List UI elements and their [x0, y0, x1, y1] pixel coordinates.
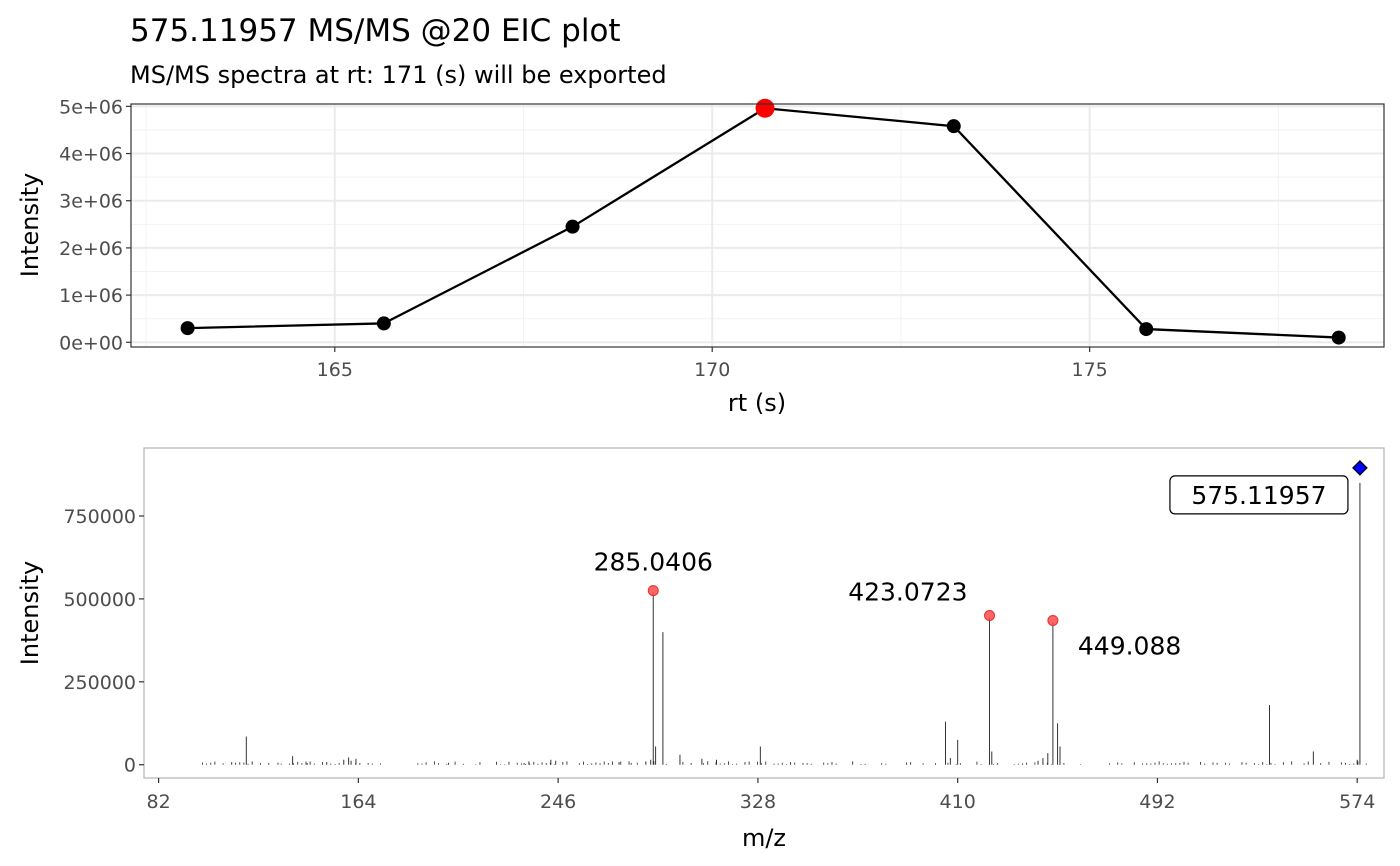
spectrum-y-tick-label: 250000	[63, 672, 136, 694]
spectrum-x-tick-label: 574	[1339, 791, 1375, 813]
spectrum-labeled-peak-point	[984, 609, 996, 621]
chart-title: 575.11957 MS/MS @20 EIC plot	[130, 13, 621, 49]
precursor-marker	[1352, 460, 1368, 476]
eic-y-tick-label: 2e+06	[59, 238, 123, 260]
spectrum-labeled-peak-point	[1047, 614, 1059, 626]
spectrum-x-tick-label: 164	[340, 791, 376, 813]
eic-x-tick-label: 170	[694, 359, 730, 381]
eic-y-tick-label: 3e+06	[59, 191, 123, 213]
eic-y-tick-label: 5e+06	[59, 96, 123, 118]
spectrum-x-tick-label: 82	[147, 791, 171, 813]
spectrum-x-axis-title: m/z	[742, 824, 786, 852]
eic-x-tick-label: 175	[1071, 359, 1107, 381]
spectrum-panel-border	[143, 447, 1385, 779]
eic-gridlines	[131, 104, 1384, 347]
chart-subtitle: MS/MS spectra at rt: 171 (s) will be exp…	[130, 61, 667, 89]
eic-point	[565, 219, 580, 234]
eic-point	[376, 316, 391, 331]
spectrum-panel: 285.0406 423.0723 449.088 575.11957 0 250000…	[16, 447, 1385, 852]
spectrum-y-tick-label: 0	[124, 755, 136, 777]
spectrum-x-axis: 82 164 246 328 410 492 574	[147, 778, 1375, 813]
eic-panel: 0e+00 1e+06 2e+06 3e+06 4e+06 5e+06 165 170 175…	[16, 96, 1385, 417]
eic-panel-border	[130, 103, 1385, 348]
spectrum-labeled-peaks-layer: 285.0406 423.0723 449.088 575.11957	[594, 460, 1368, 660]
spectrum-peaks-layer	[202, 482, 1367, 765]
spectrum-x-tick-label: 410	[940, 791, 976, 813]
spectrum-peak-label: 423.0723	[848, 577, 967, 606]
eic-y-axis: 0e+00 1e+06 2e+06 3e+06 4e+06 5e+06	[59, 96, 131, 354]
eic-y-tick-label: 4e+06	[59, 144, 123, 166]
spectrum-x-tick-label: 246	[540, 791, 576, 813]
spectrum-y-axis-title: Intensity	[16, 561, 44, 665]
spectrum-peak-label: 285.0406	[594, 548, 713, 577]
precursor-label-box	[1169, 475, 1349, 515]
precursor-label: 575.11957	[1191, 481, 1326, 510]
eic-x-axis-title: rt (s)	[728, 389, 786, 417]
eic-point	[180, 321, 195, 336]
spectrum-y-tick-label: 750000	[63, 506, 136, 528]
spectrum-labeled-peak-point	[647, 585, 659, 597]
eic-point	[946, 119, 961, 134]
eic-highlight-point	[755, 98, 775, 118]
eic-point	[1331, 330, 1346, 345]
spectrum-y-axis: 0 250000 500000 750000	[63, 506, 144, 777]
spectrum-peak-label: 449.088	[1078, 631, 1181, 660]
eic-y-axis-title: Intensity	[16, 173, 44, 277]
eic-y-tick-label: 0e+00	[59, 332, 123, 354]
spectrum-x-tick-label: 492	[1139, 791, 1175, 813]
eic-y-tick-label: 1e+06	[59, 285, 123, 307]
eic-x-tick-label: 165	[317, 359, 353, 381]
spectrum-y-tick-label: 500000	[63, 589, 136, 611]
spectrum-x-tick-label: 328	[740, 791, 776, 813]
eic-x-axis: 165 170 175	[317, 347, 1108, 381]
eic-point	[1139, 322, 1154, 337]
